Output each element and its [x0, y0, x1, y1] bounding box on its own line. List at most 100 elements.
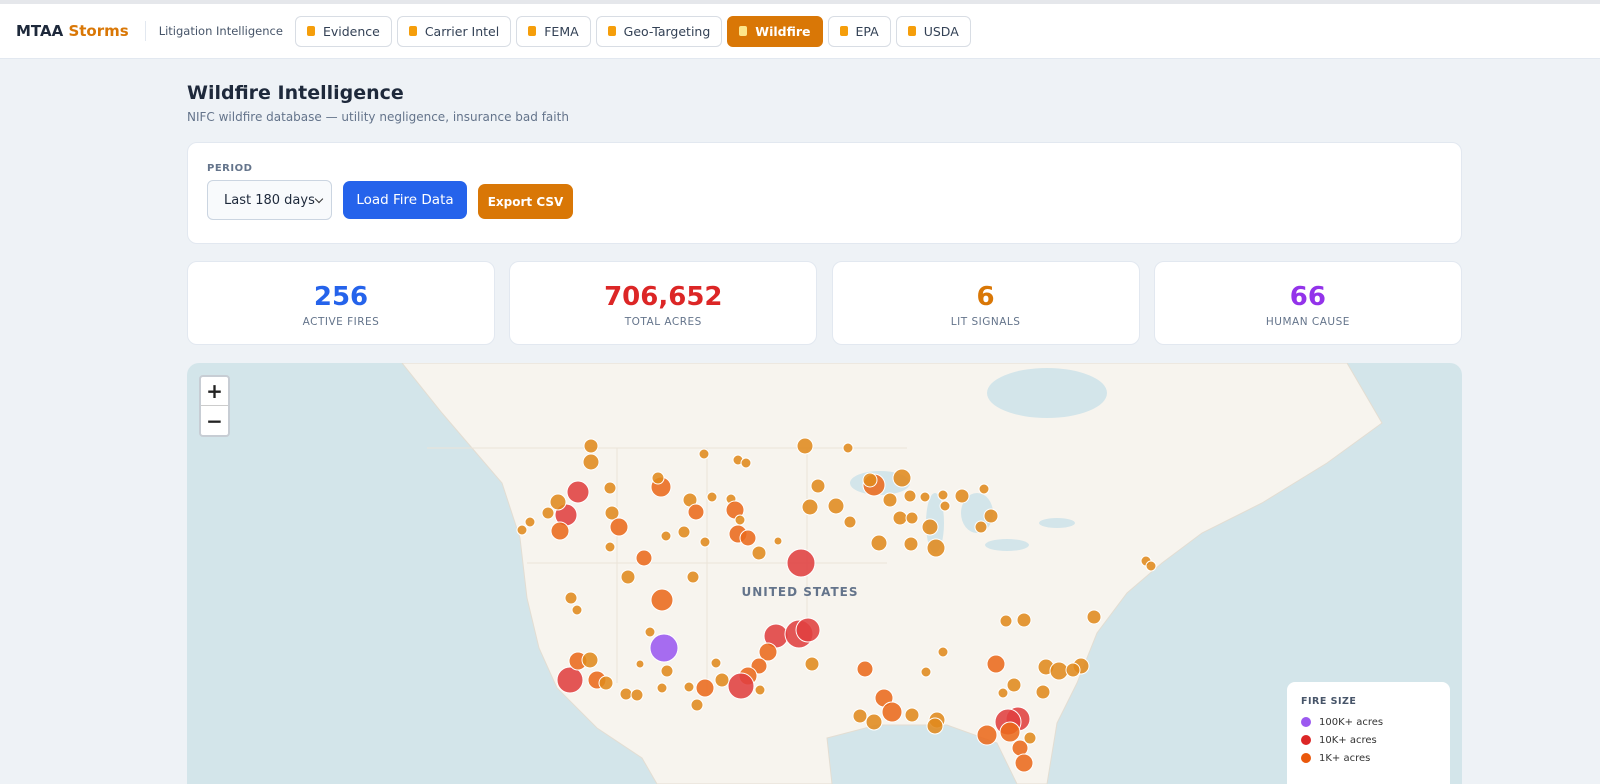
fire-marker[interactable]: [604, 541, 616, 553]
fire-marker[interactable]: [630, 688, 644, 702]
fire-marker[interactable]: [997, 687, 1009, 699]
fire-marker[interactable]: [999, 721, 1021, 743]
fire-marker[interactable]: [974, 520, 988, 534]
fire-marker[interactable]: [1065, 662, 1081, 678]
fire-marker[interactable]: [1145, 560, 1157, 572]
zoom-out[interactable]: −: [206, 408, 223, 433]
fire-marker[interactable]: [571, 604, 583, 616]
fire-marker[interactable]: [870, 534, 888, 552]
fire-marker[interactable]: [651, 471, 665, 485]
fire-marker[interactable]: [905, 511, 919, 525]
fire-marker[interactable]: [740, 457, 752, 469]
fire-marker[interactable]: [686, 570, 700, 584]
fire-marker[interactable]: [649, 633, 679, 663]
fire-marker[interactable]: [556, 666, 584, 694]
fire-marker[interactable]: [903, 489, 917, 503]
fire-marker[interactable]: [677, 525, 691, 539]
fire-marker[interactable]: [1049, 661, 1069, 681]
nav-tab[interactable]: Geo-Targeting: [595, 15, 723, 47]
load-button[interactable]: Load Fire Data: [343, 181, 467, 219]
fire-marker[interactable]: [862, 472, 878, 488]
fire-marker[interactable]: [635, 549, 653, 567]
fire-marker[interactable]: [881, 701, 903, 723]
fire-marker[interactable]: [683, 681, 695, 693]
fire-marker[interactable]: [687, 503, 705, 521]
fire-marker[interactable]: [619, 687, 633, 701]
fire-marker[interactable]: [754, 684, 766, 696]
fire-marker[interactable]: [786, 548, 816, 578]
fire-marker[interactable]: [978, 483, 990, 495]
fire-marker[interactable]: [1014, 753, 1034, 773]
export-button[interactable]: Export CSV: [478, 184, 573, 219]
fire-marker[interactable]: [581, 651, 599, 669]
fire-marker[interactable]: [739, 529, 757, 547]
fire-marker[interactable]: [1086, 609, 1102, 625]
fire-marker[interactable]: [796, 437, 814, 455]
fire-marker[interactable]: [706, 491, 718, 503]
fire-marker[interactable]: [976, 724, 998, 746]
fire-marker[interactable]: [937, 489, 949, 501]
nav-tab[interactable]: Wildfire: [727, 15, 823, 47]
fire-marker[interactable]: [919, 491, 931, 503]
fire-marker[interactable]: [727, 672, 755, 700]
fire-marker[interactable]: [603, 481, 617, 495]
fire-marker[interactable]: [804, 656, 820, 672]
nav-tab[interactable]: USDA: [895, 15, 971, 47]
fire-marker[interactable]: [852, 708, 868, 724]
fire-marker[interactable]: [564, 591, 578, 605]
fire-marker[interactable]: [926, 717, 944, 735]
fire-marker[interactable]: [598, 675, 614, 691]
fire-marker[interactable]: [582, 453, 600, 471]
fire-marker[interactable]: [604, 505, 620, 521]
fire-marker[interactable]: [842, 442, 854, 454]
fire-marker[interactable]: [656, 682, 668, 694]
fire-marker[interactable]: [926, 538, 946, 558]
nav-tab[interactable]: Carrier Intel: [396, 15, 512, 47]
nav-tab[interactable]: FEMA: [516, 15, 591, 47]
fire-marker[interactable]: [986, 654, 1006, 674]
fire-marker[interactable]: [856, 660, 874, 678]
fire-marker[interactable]: [516, 524, 528, 536]
fire-marker[interactable]: [1035, 684, 1051, 700]
fire-marker[interactable]: [1023, 731, 1037, 745]
fire-marker[interactable]: [660, 530, 672, 542]
fire-marker[interactable]: [690, 698, 704, 712]
fire-marker[interactable]: [644, 626, 656, 638]
fire-marker[interactable]: [524, 516, 536, 528]
fire-marker[interactable]: [1006, 677, 1022, 693]
fire-marker[interactable]: [937, 646, 949, 658]
fire-marker[interactable]: [921, 518, 939, 536]
fire-marker[interactable]: [983, 508, 999, 524]
fire-marker[interactable]: [843, 515, 857, 529]
fire-marker[interactable]: [827, 497, 845, 515]
fire-marker[interactable]: [695, 678, 715, 698]
fire-marker[interactable]: [541, 506, 555, 520]
fire-marker[interactable]: [1016, 612, 1032, 628]
fire-marker[interactable]: [751, 545, 767, 561]
map[interactable]: UNITED STATES + − FIRE SIZE 100K+ acres 1…: [187, 363, 1462, 784]
fire-marker[interactable]: [550, 521, 570, 541]
fire-marker[interactable]: [650, 588, 674, 612]
brand[interactable]: MTAA Storms: [16, 22, 129, 40]
fire-marker[interactable]: [801, 498, 819, 516]
fire-marker[interactable]: [699, 536, 711, 548]
fire-marker[interactable]: [920, 666, 932, 678]
fire-marker[interactable]: [904, 707, 920, 723]
fire-marker[interactable]: [882, 492, 898, 508]
fire-marker[interactable]: [734, 514, 746, 526]
fire-marker[interactable]: [583, 438, 599, 454]
fire-marker[interactable]: [714, 672, 730, 688]
fire-marker[interactable]: [999, 614, 1013, 628]
fire-marker[interactable]: [773, 536, 783, 546]
nav-tab[interactable]: EPA: [827, 15, 891, 47]
fire-marker[interactable]: [892, 468, 912, 488]
fire-marker[interactable]: [620, 569, 636, 585]
fire-marker[interactable]: [698, 448, 710, 460]
period-select[interactable]: Last 180 days: [207, 180, 332, 220]
fire-marker[interactable]: [939, 500, 951, 512]
fire-marker[interactable]: [795, 617, 821, 643]
fire-marker[interactable]: [954, 488, 970, 504]
fire-marker[interactable]: [710, 657, 722, 669]
fire-marker[interactable]: [566, 480, 590, 504]
fire-marker[interactable]: [549, 493, 567, 511]
